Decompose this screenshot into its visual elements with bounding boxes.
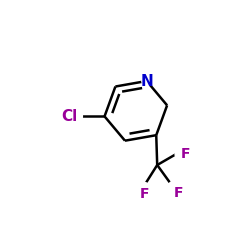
Circle shape <box>169 182 177 190</box>
Text: F: F <box>140 187 149 201</box>
Circle shape <box>71 110 83 122</box>
Circle shape <box>140 182 149 191</box>
Text: N: N <box>140 74 153 88</box>
Text: F: F <box>180 148 190 162</box>
Circle shape <box>142 76 152 86</box>
Circle shape <box>175 150 184 159</box>
Text: Cl: Cl <box>61 109 78 124</box>
Text: F: F <box>174 186 184 200</box>
